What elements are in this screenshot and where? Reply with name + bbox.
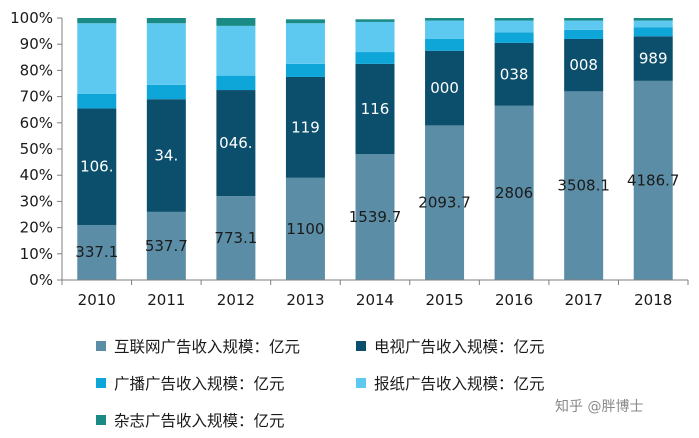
bar-segment (216, 75, 256, 91)
bar-segment (77, 93, 117, 109)
bar-data-label: 106. (80, 158, 113, 176)
bar-segment (77, 23, 117, 94)
bar-data-label: 337.1 (75, 243, 118, 261)
bar-segment (355, 21, 395, 53)
bar-segment (146, 18, 186, 24)
x-tick-label: 2017 (565, 291, 603, 309)
bar-segment (77, 224, 117, 280)
y-tick-label: 0% (29, 271, 53, 289)
x-tick-label: 2018 (634, 291, 672, 309)
bar-data-label: 3508.1 (557, 177, 610, 195)
bar-segment (425, 38, 465, 51)
bar-segment (146, 23, 186, 85)
x-tick-label: 2010 (78, 291, 116, 309)
bar-segment (494, 105, 534, 281)
bar-segment (146, 211, 186, 280)
y-tick-label: 70% (20, 88, 53, 106)
bar-segment (425, 18, 465, 21)
bar-segment (285, 19, 325, 24)
bar-segment (564, 38, 604, 92)
bar-segment (146, 84, 186, 100)
bar-data-label: 1100 (286, 220, 324, 238)
bar-segment (216, 25, 256, 76)
y-tick-label: 20% (20, 219, 53, 237)
bar-segment (77, 108, 117, 225)
bar-segment (285, 63, 325, 77)
bar-segment (494, 42, 534, 106)
bar-data-label: 773.1 (214, 229, 257, 247)
y-tick-label: 40% (20, 166, 53, 184)
x-tick-label: 2013 (286, 291, 324, 309)
bar-segment (216, 18, 256, 26)
bar-segment (355, 63, 395, 155)
bar-segment (494, 18, 534, 21)
bar-segment (633, 80, 673, 280)
bar-segment (285, 76, 325, 178)
bar-data-label: 537.7 (145, 237, 188, 255)
bar-segment (285, 177, 325, 280)
bar-segment (633, 36, 673, 81)
y-tick-label: 30% (20, 192, 53, 210)
x-tick-label: 2016 (495, 291, 533, 309)
bar-segment (564, 91, 604, 280)
bar-segment (285, 23, 325, 64)
bar-data-label: 000 (430, 79, 459, 97)
bar-data-label: 34. (154, 147, 178, 165)
y-tick-label: 100% (10, 9, 53, 27)
x-axis: 2010 2011 2012 2013 2014 2015 2016 2017 2018 (61, 279, 689, 309)
bar-segment (633, 20, 673, 28)
bar-data-label: 4186.7 (627, 171, 680, 189)
bar-data-label: 038 (500, 65, 529, 83)
bar-segment (425, 125, 465, 280)
bar-segment (146, 99, 186, 212)
y-axis: 0% 10% 20% 30% 40% 50% 60% 70% 80% 90% 100% (10, 9, 63, 289)
bar-segment (633, 18, 673, 21)
bar-segment (355, 52, 395, 64)
bar-data-label: 2093.7 (418, 194, 471, 212)
x-tick-label: 2015 (425, 291, 463, 309)
y-tick-label: 50% (20, 140, 53, 158)
bar-segment (494, 32, 534, 43)
bar-data-label: 116 (361, 100, 390, 118)
bar-data-label: 046. (219, 134, 252, 152)
bar-segment (564, 29, 604, 39)
bars (77, 18, 673, 281)
bar-data-label: 119 (291, 118, 320, 136)
y-tick-label: 80% (20, 61, 53, 79)
bar-segment (425, 20, 465, 39)
y-tick-label: 60% (20, 114, 53, 132)
y-tick-label: 10% (20, 245, 53, 263)
bar-segment (633, 27, 673, 37)
bar-data-label: 008 (569, 56, 598, 74)
bar-segment (216, 90, 256, 197)
bar-data-label: 2806 (495, 184, 533, 202)
bar-data-label: 989 (639, 50, 668, 68)
bar-data-label: 1539.7 (349, 208, 402, 226)
bar-labels: 337.1 106. 537.7 34. 773.1 046. 1100 119 1539.7 1… (75, 50, 679, 261)
bar-segment (355, 19, 395, 22)
bar-segment (355, 154, 395, 280)
bar-segment (425, 50, 465, 126)
y-tick-label: 90% (20, 35, 53, 53)
x-tick-label: 2014 (356, 291, 394, 309)
bar-segment (216, 196, 256, 280)
bar-segment (564, 18, 604, 21)
bar-segment (494, 20, 534, 33)
watermark: 知乎 @胖博士 (555, 399, 644, 415)
x-tick-label: 2011 (147, 291, 185, 309)
bar-segment (564, 20, 604, 30)
x-tick-label: 2012 (217, 291, 255, 309)
bar-segment (77, 18, 117, 24)
